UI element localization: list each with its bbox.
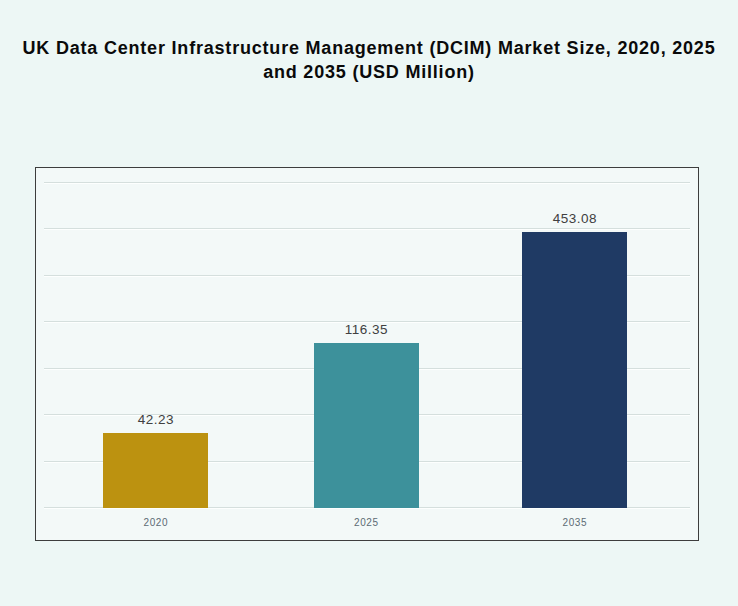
x-axis-label-2035: 2035 [522, 517, 627, 528]
bar-group-2035: 453.082035 [522, 183, 627, 508]
bar-2020 [103, 433, 208, 508]
chart-title-line-1: UK Data Center Infrastructure Management… [0, 36, 738, 60]
x-axis-label-2020: 2020 [103, 517, 208, 528]
bar-value-label-2020: 42.23 [72, 412, 240, 427]
bar-value-label-2035: 453.08 [491, 211, 659, 226]
bar-2025 [314, 343, 419, 508]
bar-group-2020: 42.232020 [103, 183, 208, 508]
chart-title: UK Data Center Infrastructure Management… [0, 36, 738, 84]
chart-panel: 42.232020116.352025453.082035 [35, 167, 699, 541]
bar-2035 [522, 232, 627, 508]
chart-title-line-2: and 2035 (USD Million) [0, 60, 738, 84]
bar-value-label-2025: 116.35 [282, 322, 450, 337]
bar-group-2025: 116.352025 [314, 183, 419, 508]
page: UK Data Center Infrastructure Management… [0, 0, 738, 606]
plot-area: 42.232020 116.352025 453.082035 [36, 183, 698, 508]
x-axis-label-2025: 2025 [314, 517, 419, 528]
